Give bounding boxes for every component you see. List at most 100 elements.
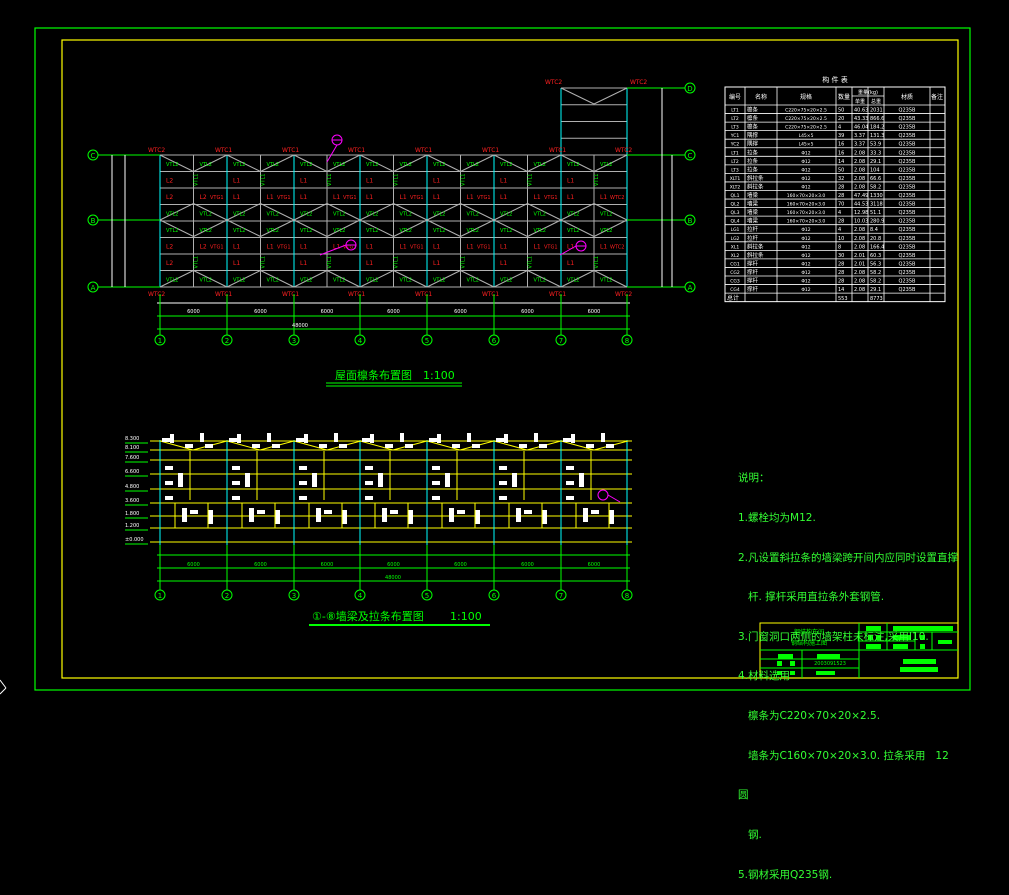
- diagonal-brace: [493, 203, 528, 221]
- wall-opening: [229, 438, 237, 442]
- bay-dim: 6000: [454, 309, 467, 315]
- cell-material: Q235B: [899, 125, 916, 131]
- cell-total: 3118: [870, 202, 883, 208]
- brace-label: VTL2: [600, 162, 612, 168]
- title-block-field: [920, 644, 925, 649]
- purlin-label: L2: [166, 194, 173, 201]
- wall-opening: [232, 496, 240, 500]
- cell-no: CG1: [730, 261, 740, 267]
- cell-spec: 160×70×20×3.0: [787, 202, 826, 208]
- table-row: LT1 拉条 Φ12 16 2.08 33.3 Q235B: [731, 148, 916, 156]
- cell-name: 隅撑: [747, 140, 759, 148]
- table-row: CG1 撑杆 Φ12 28 2.01 56.3 Q235B: [730, 259, 916, 267]
- tie-label: WTC1: [549, 291, 566, 298]
- brace-label: VTL2: [567, 228, 579, 234]
- sag-label: VTG1: [277, 195, 291, 201]
- brace-label: VTL1: [194, 256, 200, 268]
- level-label: ±0.000: [125, 537, 144, 543]
- level-label: 6.600: [125, 469, 139, 475]
- cell-name: 拉杆: [747, 234, 759, 242]
- cell-total: 2031: [870, 108, 883, 114]
- purlin-label: L1: [300, 260, 307, 267]
- cell-material: Q235B: [899, 167, 916, 173]
- wall-opening: [499, 481, 507, 485]
- cell-unit: 12.98: [854, 210, 868, 216]
- table-row: YC2 隅撑 L45×5 16 3.37 53.9 Q235B: [730, 140, 916, 148]
- cell-material: Q235B: [899, 159, 916, 165]
- table-header: 规格: [800, 93, 812, 101]
- tie-label: WTC1: [415, 291, 432, 298]
- table-header: 编号: [729, 93, 741, 101]
- wall-opening: [385, 444, 393, 448]
- title-block-field: [920, 635, 925, 640]
- wall-opening: [334, 433, 338, 442]
- sag-label: VTG1: [544, 195, 558, 201]
- wall-opening: [296, 438, 304, 442]
- table-row: LT3 拉条 Φ12 50 2.08 104 Q235B: [731, 165, 916, 173]
- wall-opening: [249, 508, 254, 522]
- wall-opening: [449, 508, 454, 522]
- row-axis-r-B-label: B: [688, 217, 693, 225]
- cell-no: XLT2: [730, 184, 741, 190]
- wall-opening: [519, 444, 527, 448]
- inner-frame: [61, 39, 959, 679]
- cell-material: Q235B: [899, 108, 916, 114]
- cell-name: 檩条: [747, 106, 759, 114]
- cell-material: Q235B: [899, 116, 916, 122]
- cell-no: LT2: [731, 159, 739, 165]
- wall-opening: [429, 438, 437, 442]
- sag-label: VTG1: [277, 245, 291, 251]
- wall-opening: [472, 444, 480, 448]
- cell-spec: Φ12: [801, 287, 810, 293]
- table-row: LG2 拉杆 Φ12 10 2.08 20.8 Q235B: [731, 234, 916, 242]
- note-1: 1.螺栓均为M12.: [738, 512, 816, 525]
- note-4d: 钢.: [738, 828, 762, 841]
- wall-opening: [275, 510, 280, 524]
- cell-unit: 2.08: [854, 287, 865, 293]
- roof-slope: [159, 440, 194, 451]
- cell-no: LT3: [731, 167, 739, 173]
- wall-opening: [566, 496, 574, 500]
- wall-opening: [400, 433, 404, 442]
- cell-name: 拉条: [747, 148, 759, 156]
- cell-name: 斜拉条: [747, 174, 764, 182]
- cell-material: Q235B: [899, 270, 916, 276]
- cell-spec: Φ12: [801, 159, 810, 165]
- wall-opening: [432, 481, 440, 485]
- sag-label: VTG1: [410, 245, 424, 251]
- cell-material: Q235B: [899, 219, 916, 225]
- cell-qty: 16: [838, 142, 844, 148]
- cell-unit: 2.08: [854, 184, 865, 190]
- elevation-scale: 1:100: [450, 610, 482, 623]
- table-row: XL1 斜拉条 Φ12 8 2.08 166.4 Q235B: [731, 242, 916, 250]
- purlin-label: L1: [534, 194, 541, 201]
- brace-label: VTL2: [534, 228, 546, 234]
- cell-unit: 3.37: [854, 133, 865, 139]
- brace-label: VTL2: [433, 278, 445, 284]
- elev-col-axis-7-label: 7: [559, 592, 563, 600]
- wall-opening: [365, 496, 373, 500]
- diagonal-brace: [426, 270, 461, 288]
- wall-opening: [299, 496, 307, 500]
- cell-spec: C220×75×20×2.5: [785, 108, 827, 114]
- brace-label: VTL2: [300, 162, 312, 168]
- cell-spec: Φ12: [801, 227, 810, 233]
- wall-opening: [606, 444, 614, 448]
- purlin-label: L1: [433, 178, 440, 185]
- total-weight: 8773: [870, 296, 883, 302]
- cell-name: 拉条: [747, 165, 759, 173]
- brace-label: VTL2: [200, 212, 212, 218]
- cell-unit: 2.08: [854, 270, 865, 276]
- brace-label: VTL2: [500, 212, 512, 218]
- cell-spec: 160×70×20×3.0: [787, 193, 826, 199]
- brace-label: VTL1: [394, 256, 400, 268]
- col-axis-1-label: 1: [158, 337, 162, 345]
- note-4c: 圆: [738, 789, 749, 802]
- table-row: QL3 墙梁 160×70×20×3.0 4 12.98 51.1 Q235B: [731, 208, 916, 216]
- row-axis-r-C-label: C: [688, 152, 693, 160]
- purlin-label: L1: [333, 244, 340, 251]
- cell-no: XL2: [731, 253, 740, 259]
- purlin-label: L1: [500, 244, 507, 251]
- cell-material: Q235B: [899, 279, 916, 285]
